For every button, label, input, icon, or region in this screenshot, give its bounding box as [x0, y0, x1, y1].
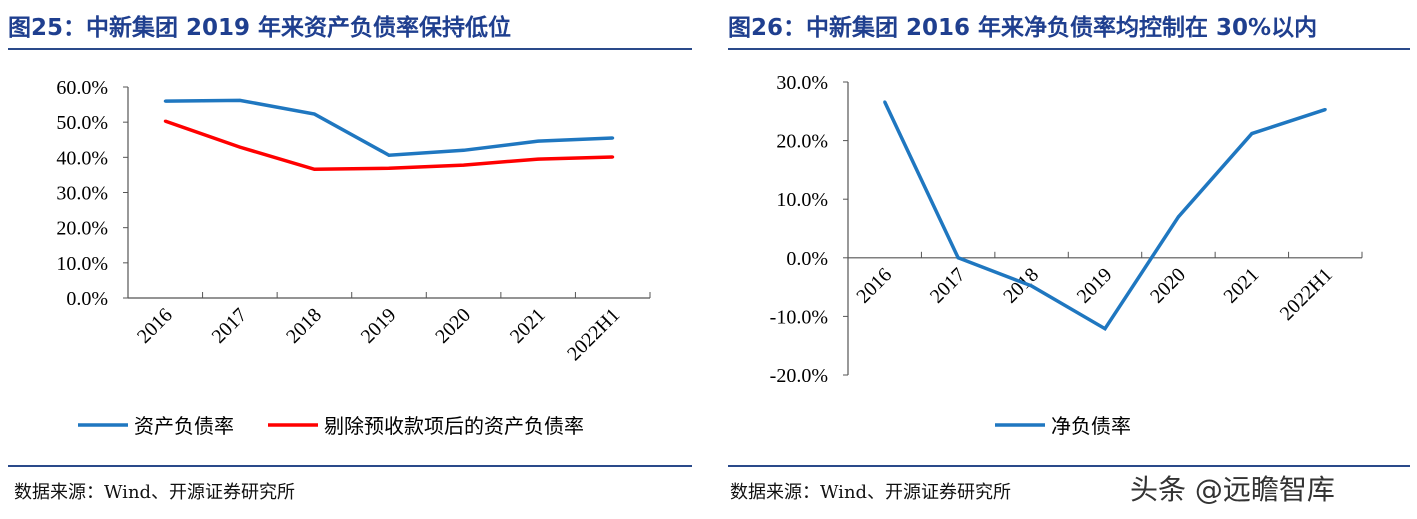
x-tick-label: 2020 [1146, 264, 1190, 308]
series-line-剔除预收款项后的资产负债率 [164, 119, 613, 172]
x-tick-label: 2022H1 [1276, 264, 1337, 325]
data-point [462, 148, 466, 152]
y-tick-label: 20.0% [56, 218, 108, 240]
data-point [1176, 215, 1180, 219]
data-point [312, 112, 316, 116]
x-tick-label: 2019 [357, 304, 401, 348]
y-tick-label: 10.0% [56, 253, 108, 275]
x-tick-label: 2017 [926, 264, 970, 308]
x-tick-label: 2017 [208, 304, 252, 348]
chart-title-left: 图25：中新集团 2019 年来资产负债率保持低位 [8, 15, 512, 41]
y-tick-label: 40.0% [56, 147, 108, 169]
source-left: 数据来源：Wind、开源证券研究所 [14, 482, 296, 503]
y-tick-label: 0.0% [66, 288, 108, 310]
data-point [536, 157, 540, 161]
watermark: 头条 @远瞻智库 [1130, 473, 1335, 506]
title-rule-left [8, 48, 692, 50]
x-tick-label: 2019 [1073, 264, 1117, 308]
data-point [1250, 132, 1254, 136]
data-point [387, 153, 391, 157]
source-rule-left [8, 465, 692, 467]
y-tick-label: 50.0% [56, 112, 108, 134]
series-line-资产负债率 [165, 98, 613, 158]
y-tick-label: -10.0% [770, 306, 828, 328]
x-tick-label: 2021 [506, 304, 550, 348]
data-point [1030, 284, 1034, 288]
x-tick-label: 2022H1 [563, 304, 624, 365]
y-tick-label: 20.0% [776, 131, 828, 153]
title-rule-right [728, 48, 1410, 50]
y-tick-label: 10.0% [776, 189, 828, 211]
data-point [163, 99, 167, 103]
x-tick-label: 2016 [852, 264, 896, 308]
chart-title-right: 图26：中新集团 2016 年来净负债率均控制在 30%以内 [728, 15, 1318, 41]
data-point [1103, 327, 1107, 331]
data-point [956, 256, 960, 260]
legend-label: 剔除预收款项后的资产负债率 [324, 415, 584, 438]
data-point [312, 167, 316, 171]
x-tick-label: 2018 [282, 304, 326, 348]
data-point [238, 145, 242, 149]
source-rule-right [728, 465, 1410, 467]
data-point [387, 166, 391, 170]
data-point [883, 100, 887, 104]
y-tick-label: 60.0% [56, 77, 108, 99]
legend-label: 净负债率 [1051, 415, 1131, 438]
data-point [611, 155, 615, 159]
source-right: 数据来源：Wind、开源证券研究所 [730, 482, 1012, 503]
data-point [611, 136, 615, 140]
y-tick-label: -20.0% [770, 365, 828, 387]
data-point [462, 163, 466, 167]
x-tick-label: 2016 [133, 304, 177, 348]
data-point [1323, 108, 1327, 112]
x-tick-label: 2018 [999, 264, 1043, 308]
x-tick-label: 2021 [1220, 264, 1264, 308]
x-tick-label: 2020 [431, 304, 475, 348]
legend-label: 资产负债率 [134, 415, 234, 438]
y-tick-label: 30.0% [56, 183, 108, 205]
data-point [163, 119, 167, 123]
data-point [238, 98, 242, 102]
data-point [536, 139, 540, 143]
y-tick-label: 0.0% [786, 248, 828, 270]
y-tick-label: 30.0% [776, 72, 828, 94]
